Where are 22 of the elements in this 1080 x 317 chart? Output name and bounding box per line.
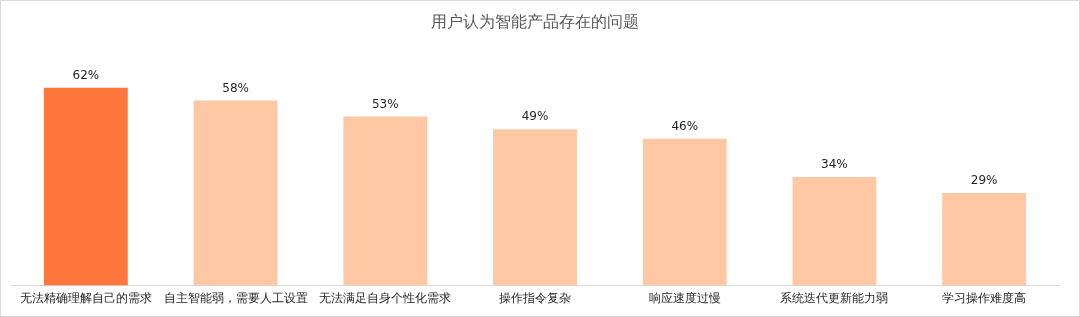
bar bbox=[493, 129, 577, 286]
bar bbox=[193, 100, 278, 286]
data-label: 46% bbox=[671, 118, 699, 133]
x-tick-label: 自主智能弱，需要人工设置 bbox=[163, 290, 308, 305]
data-label: 58% bbox=[222, 80, 249, 95]
bar bbox=[642, 138, 727, 286]
chart-title: 用户认为智能产品存在的问题 bbox=[431, 11, 639, 31]
bar bbox=[343, 116, 428, 286]
data-label: 49% bbox=[521, 109, 549, 124]
data-label: 53% bbox=[371, 96, 399, 111]
x-tick-label: 学习操作难度高 bbox=[942, 290, 1027, 305]
x-tick-label: 操作指令复杂 bbox=[499, 290, 571, 305]
x-tick-label: 无法满足自身个性化需求 bbox=[319, 290, 452, 305]
bar bbox=[792, 177, 877, 286]
data-label: 29% bbox=[970, 173, 998, 188]
data-label: 34% bbox=[821, 157, 848, 172]
bar bbox=[942, 193, 1027, 286]
x-tick-label: 系统迭代更新能力弱 bbox=[780, 290, 889, 305]
bar bbox=[43, 87, 128, 286]
x-tick-label: 无法精确理解自己的需求 bbox=[19, 290, 152, 305]
data-label: 62% bbox=[72, 67, 100, 82]
x-tick-label: 响应速度过慢 bbox=[648, 290, 721, 305]
